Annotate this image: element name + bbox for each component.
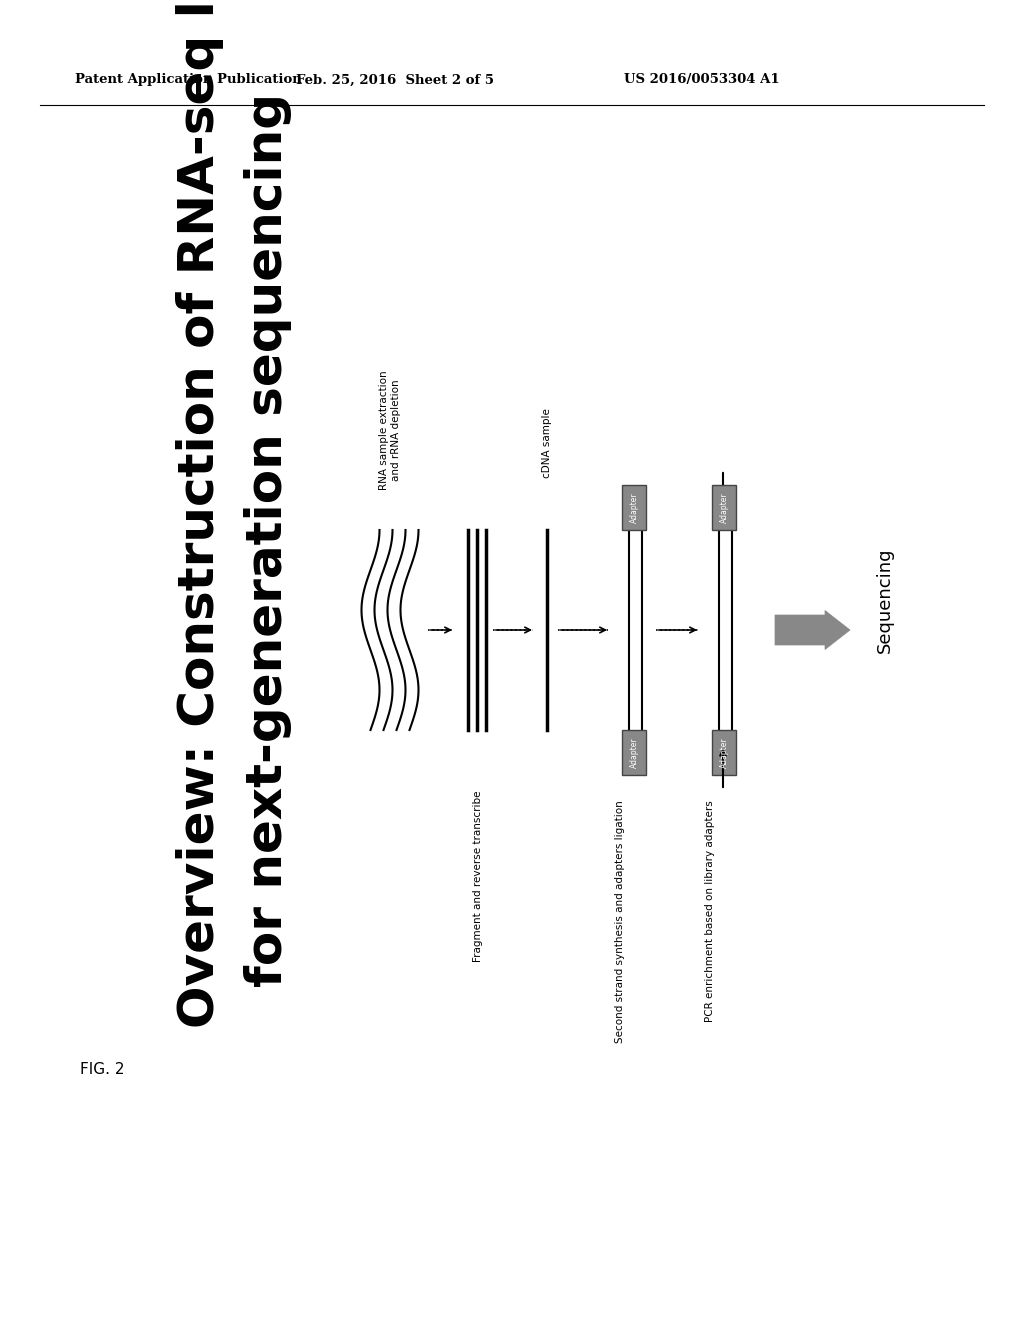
- Bar: [622, 484, 646, 531]
- Text: Overview: Construction of RNA-seq library: Overview: Construction of RNA-seq librar…: [176, 0, 224, 1028]
- Text: RNA sample extraction
and rRNA depletion: RNA sample extraction and rRNA depletion: [379, 371, 400, 490]
- Text: Adapter: Adapter: [720, 737, 728, 768]
- FancyArrow shape: [775, 610, 850, 649]
- Text: Patent Application Publication: Patent Application Publication: [75, 74, 302, 87]
- Bar: [712, 730, 736, 775]
- Text: Adapter: Adapter: [630, 492, 639, 523]
- Bar: [622, 730, 646, 775]
- Text: cDNA sample: cDNA sample: [542, 408, 552, 478]
- Text: Second strand synthesis and adapters ligation: Second strand synthesis and adapters lig…: [615, 800, 625, 1043]
- Text: Feb. 25, 2016  Sheet 2 of 5: Feb. 25, 2016 Sheet 2 of 5: [296, 74, 494, 87]
- Text: Adapter: Adapter: [630, 737, 639, 768]
- Text: Fragment and reverse transcribe: Fragment and reverse transcribe: [473, 789, 483, 961]
- Text: FIG. 2: FIG. 2: [80, 1063, 125, 1077]
- Bar: [712, 484, 736, 531]
- Text: Adapter: Adapter: [720, 492, 728, 523]
- Text: Sequencing: Sequencing: [876, 548, 894, 653]
- Text: PCR enrichment based on library adapters: PCR enrichment based on library adapters: [705, 800, 715, 1022]
- Text: US 2016/0053304 A1: US 2016/0053304 A1: [625, 74, 780, 87]
- Text: for next-generation sequencing: for next-generation sequencing: [244, 92, 292, 987]
